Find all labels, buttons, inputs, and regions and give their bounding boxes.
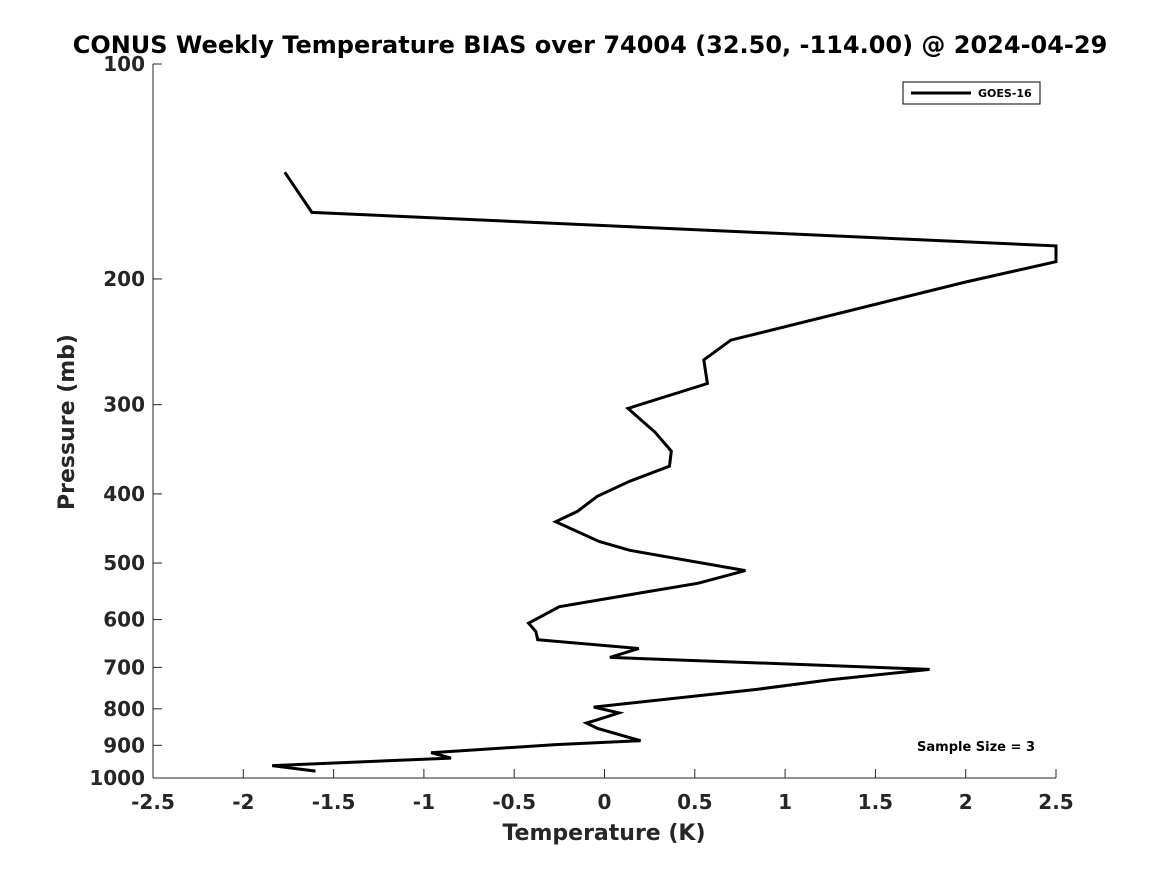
sample-size-annotation: Sample Size = 3 (917, 740, 1035, 755)
y-tick-label: 600 (103, 608, 145, 632)
x-tick-label: -2.5 (131, 790, 175, 814)
legend: GOES-16 (902, 81, 1041, 105)
y-tick-label: 1000 (89, 766, 145, 790)
x-tick-label: -2 (232, 790, 254, 814)
chart-title: CONUS Weekly Temperature BIAS over 74004… (73, 31, 1108, 59)
series-line-goes-16 (272, 171, 1058, 773)
x-tick-label: 1 (778, 790, 792, 814)
x-tick-label: 0.5 (677, 790, 712, 814)
y-tick-label: 100 (103, 52, 145, 76)
legend-label: GOES-16 (978, 87, 1032, 100)
y-tick-label: 900 (103, 733, 145, 757)
y-tick-label: 500 (103, 551, 145, 575)
x-axis-label: Temperature (K) (502, 821, 705, 846)
y-tick-label: 400 (103, 482, 145, 506)
y-axis-label: Pressure (mb) (55, 334, 80, 510)
x-tick-label: -0.5 (492, 790, 536, 814)
y-tick-label: 800 (103, 697, 145, 721)
legend-box (902, 81, 1041, 105)
plot-area: -2.5 -2 -1.5 -1 -0.5 0 0.5 1 1.5 2 2.5 100 200 300 400… (89, 52, 1073, 814)
x-tick-label: 2 (959, 790, 973, 814)
y-tick-label: 700 (103, 655, 145, 679)
y-tick-label: 200 (103, 267, 145, 291)
x-tick-label: 0 (598, 790, 612, 814)
x-tick-label: 2.5 (1038, 790, 1073, 814)
x-tick-label: -1 (413, 790, 435, 814)
x-tick-label: 1.5 (858, 790, 893, 814)
x-tick-label: -1.5 (312, 790, 356, 814)
y-tick-label: 300 (103, 393, 145, 417)
